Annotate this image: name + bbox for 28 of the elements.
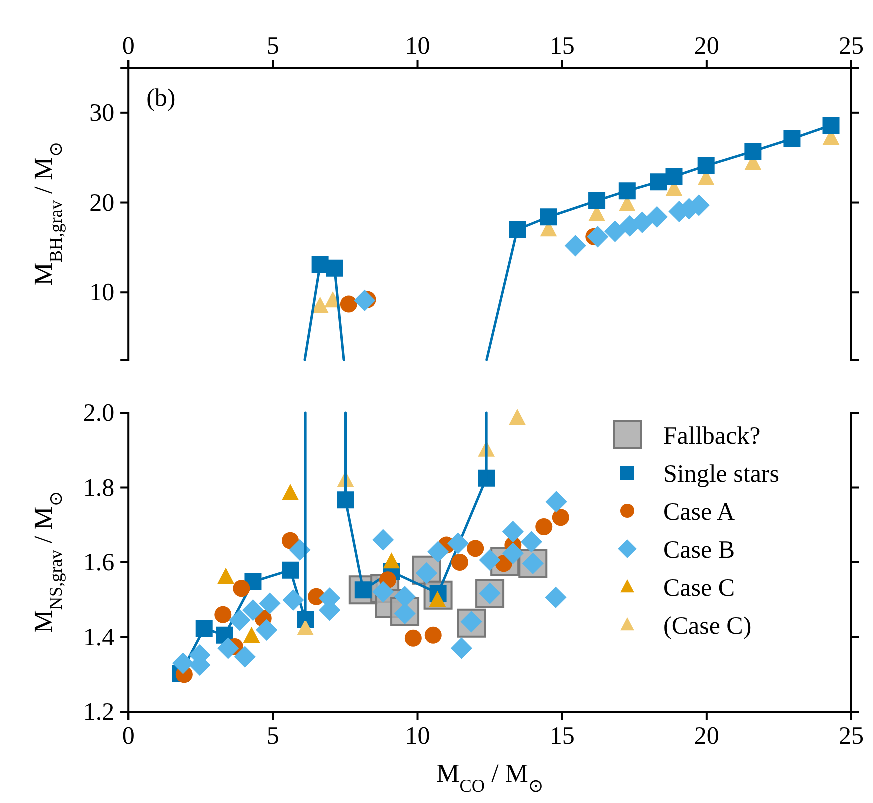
legend-label: Case A bbox=[664, 499, 736, 526]
x-tick-label: 5 bbox=[266, 33, 280, 60]
x-tick-label: 5 bbox=[266, 722, 280, 750]
y-tick-label: 20 bbox=[90, 190, 115, 217]
x-tick-label: 25 bbox=[839, 722, 864, 750]
x-tick-label: 10 bbox=[405, 33, 430, 60]
y-tick-label: 30 bbox=[90, 100, 115, 127]
legend-label: (Case C) bbox=[664, 613, 752, 640]
legend-label: Case C bbox=[664, 575, 736, 602]
x-tick-label: 20 bbox=[694, 33, 720, 60]
x-tick-label: 20 bbox=[694, 722, 720, 750]
x-tick-label: 15 bbox=[550, 722, 575, 750]
x-tick-label: 10 bbox=[405, 722, 430, 750]
y-tick-label: 2.0 bbox=[83, 400, 115, 427]
y-tick-label: 1.4 bbox=[83, 624, 116, 652]
y-tick-label: 1.2 bbox=[83, 699, 115, 726]
y-tick-label: 1.6 bbox=[83, 550, 115, 576]
x-tick-label: 0 bbox=[122, 33, 135, 60]
x-tick-label: 0 bbox=[122, 722, 135, 750]
x-axis-title: M$_{CO}$ / M$_{⊙}$ bbox=[436, 759, 544, 796]
x-tick-label: 25 bbox=[839, 33, 864, 60]
legend-label: Single stars bbox=[664, 461, 780, 488]
y-tick-label: 10 bbox=[90, 280, 115, 307]
legend-label: Case B bbox=[664, 537, 736, 564]
legend-label: Fallback? bbox=[664, 423, 761, 450]
x-tick-label: 15 bbox=[550, 33, 575, 60]
annotation: (b) bbox=[146, 85, 176, 112]
y-tick-label: 1.8 bbox=[83, 474, 115, 502]
